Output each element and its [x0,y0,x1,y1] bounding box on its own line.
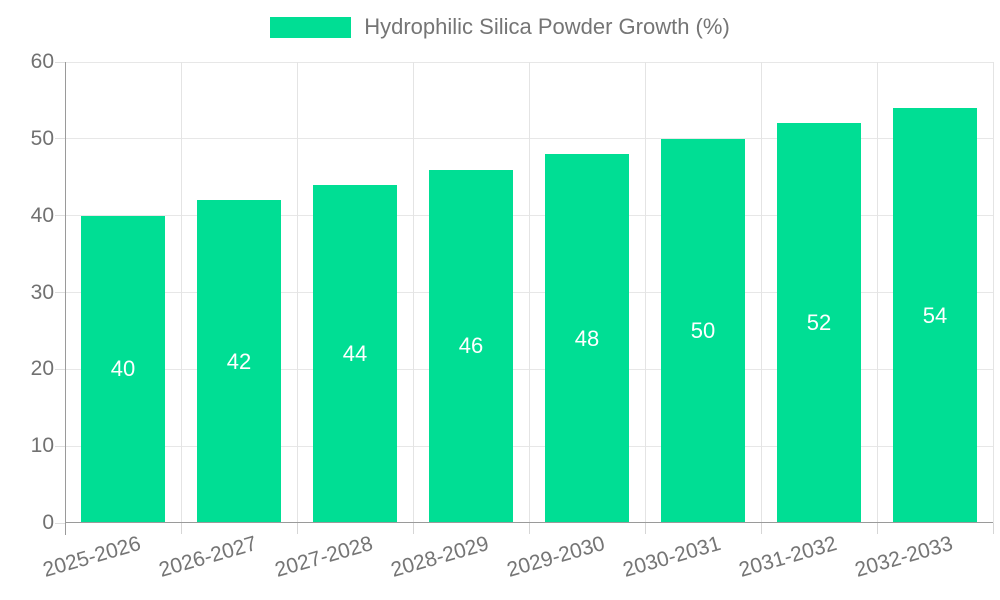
bar-value-label: 40 [110,356,136,382]
y-axis-tick [55,138,65,140]
y-axis-tick-label: 30 [30,280,54,304]
y-axis-line [65,62,66,535]
gridline-vertical [644,62,646,523]
gridline-vertical [296,62,298,523]
y-axis-labels: 0 10 20 30 40 50 60 [0,50,54,534]
bar-value-label: 52 [806,310,832,336]
y-axis-tick-label: 0 [42,511,54,534]
bar[interactable]: 46 [429,169,513,523]
gridline-vertical [528,62,530,523]
x-axis-tick [992,523,994,534]
legend-label: Hydrophilic Silica Powder Growth (%) [364,14,730,39]
y-axis-tick-label: 10 [30,434,54,458]
gridline-vertical [992,62,994,523]
y-axis-tick-label: 60 [30,50,54,73]
bar-value-label: 54 [922,302,948,328]
bar-value-label: 44 [342,340,368,366]
bar-value-label: 50 [690,317,716,343]
gridline-vertical [180,62,182,523]
bar[interactable]: 52 [777,123,861,523]
x-axis-tick [528,523,530,534]
x-axis-tick [876,523,878,534]
x-axis-tick [760,523,762,534]
y-axis-tick [55,522,65,524]
y-axis-tick [55,445,65,447]
gridline-vertical [412,62,414,523]
bar-value-label: 48 [574,325,600,351]
x-axis-tick [180,523,182,534]
bar[interactable]: 44 [313,184,397,523]
plot-area: 40 42 44 46 48 50 52 54 [65,61,994,535]
y-axis-tick-label: 50 [30,126,54,150]
bar[interactable]: 42 [197,200,281,523]
y-axis-tick [55,61,65,63]
bar[interactable]: 40 [81,215,165,523]
x-axis-baseline [65,522,993,523]
bar[interactable]: 50 [661,138,745,523]
legend-swatch [270,16,352,38]
y-axis-tick [55,368,65,370]
bar-value-label: 42 [226,348,252,374]
legend[interactable]: Hydrophilic Silica Powder Growth (%) [0,14,1000,40]
gridline-vertical [760,62,762,523]
bar-value-label: 46 [458,333,484,359]
gridline-vertical [876,62,878,523]
bar[interactable]: 54 [893,108,977,523]
x-axis-tick [296,523,298,534]
y-axis-tick [55,215,65,217]
bar[interactable]: 48 [545,154,629,523]
x-axis-tick [412,523,414,534]
y-axis-tick [55,292,65,293]
y-axis-tick-label: 40 [30,203,54,227]
x-axis-tick [644,523,646,534]
y-axis-tick-label: 20 [30,357,54,381]
